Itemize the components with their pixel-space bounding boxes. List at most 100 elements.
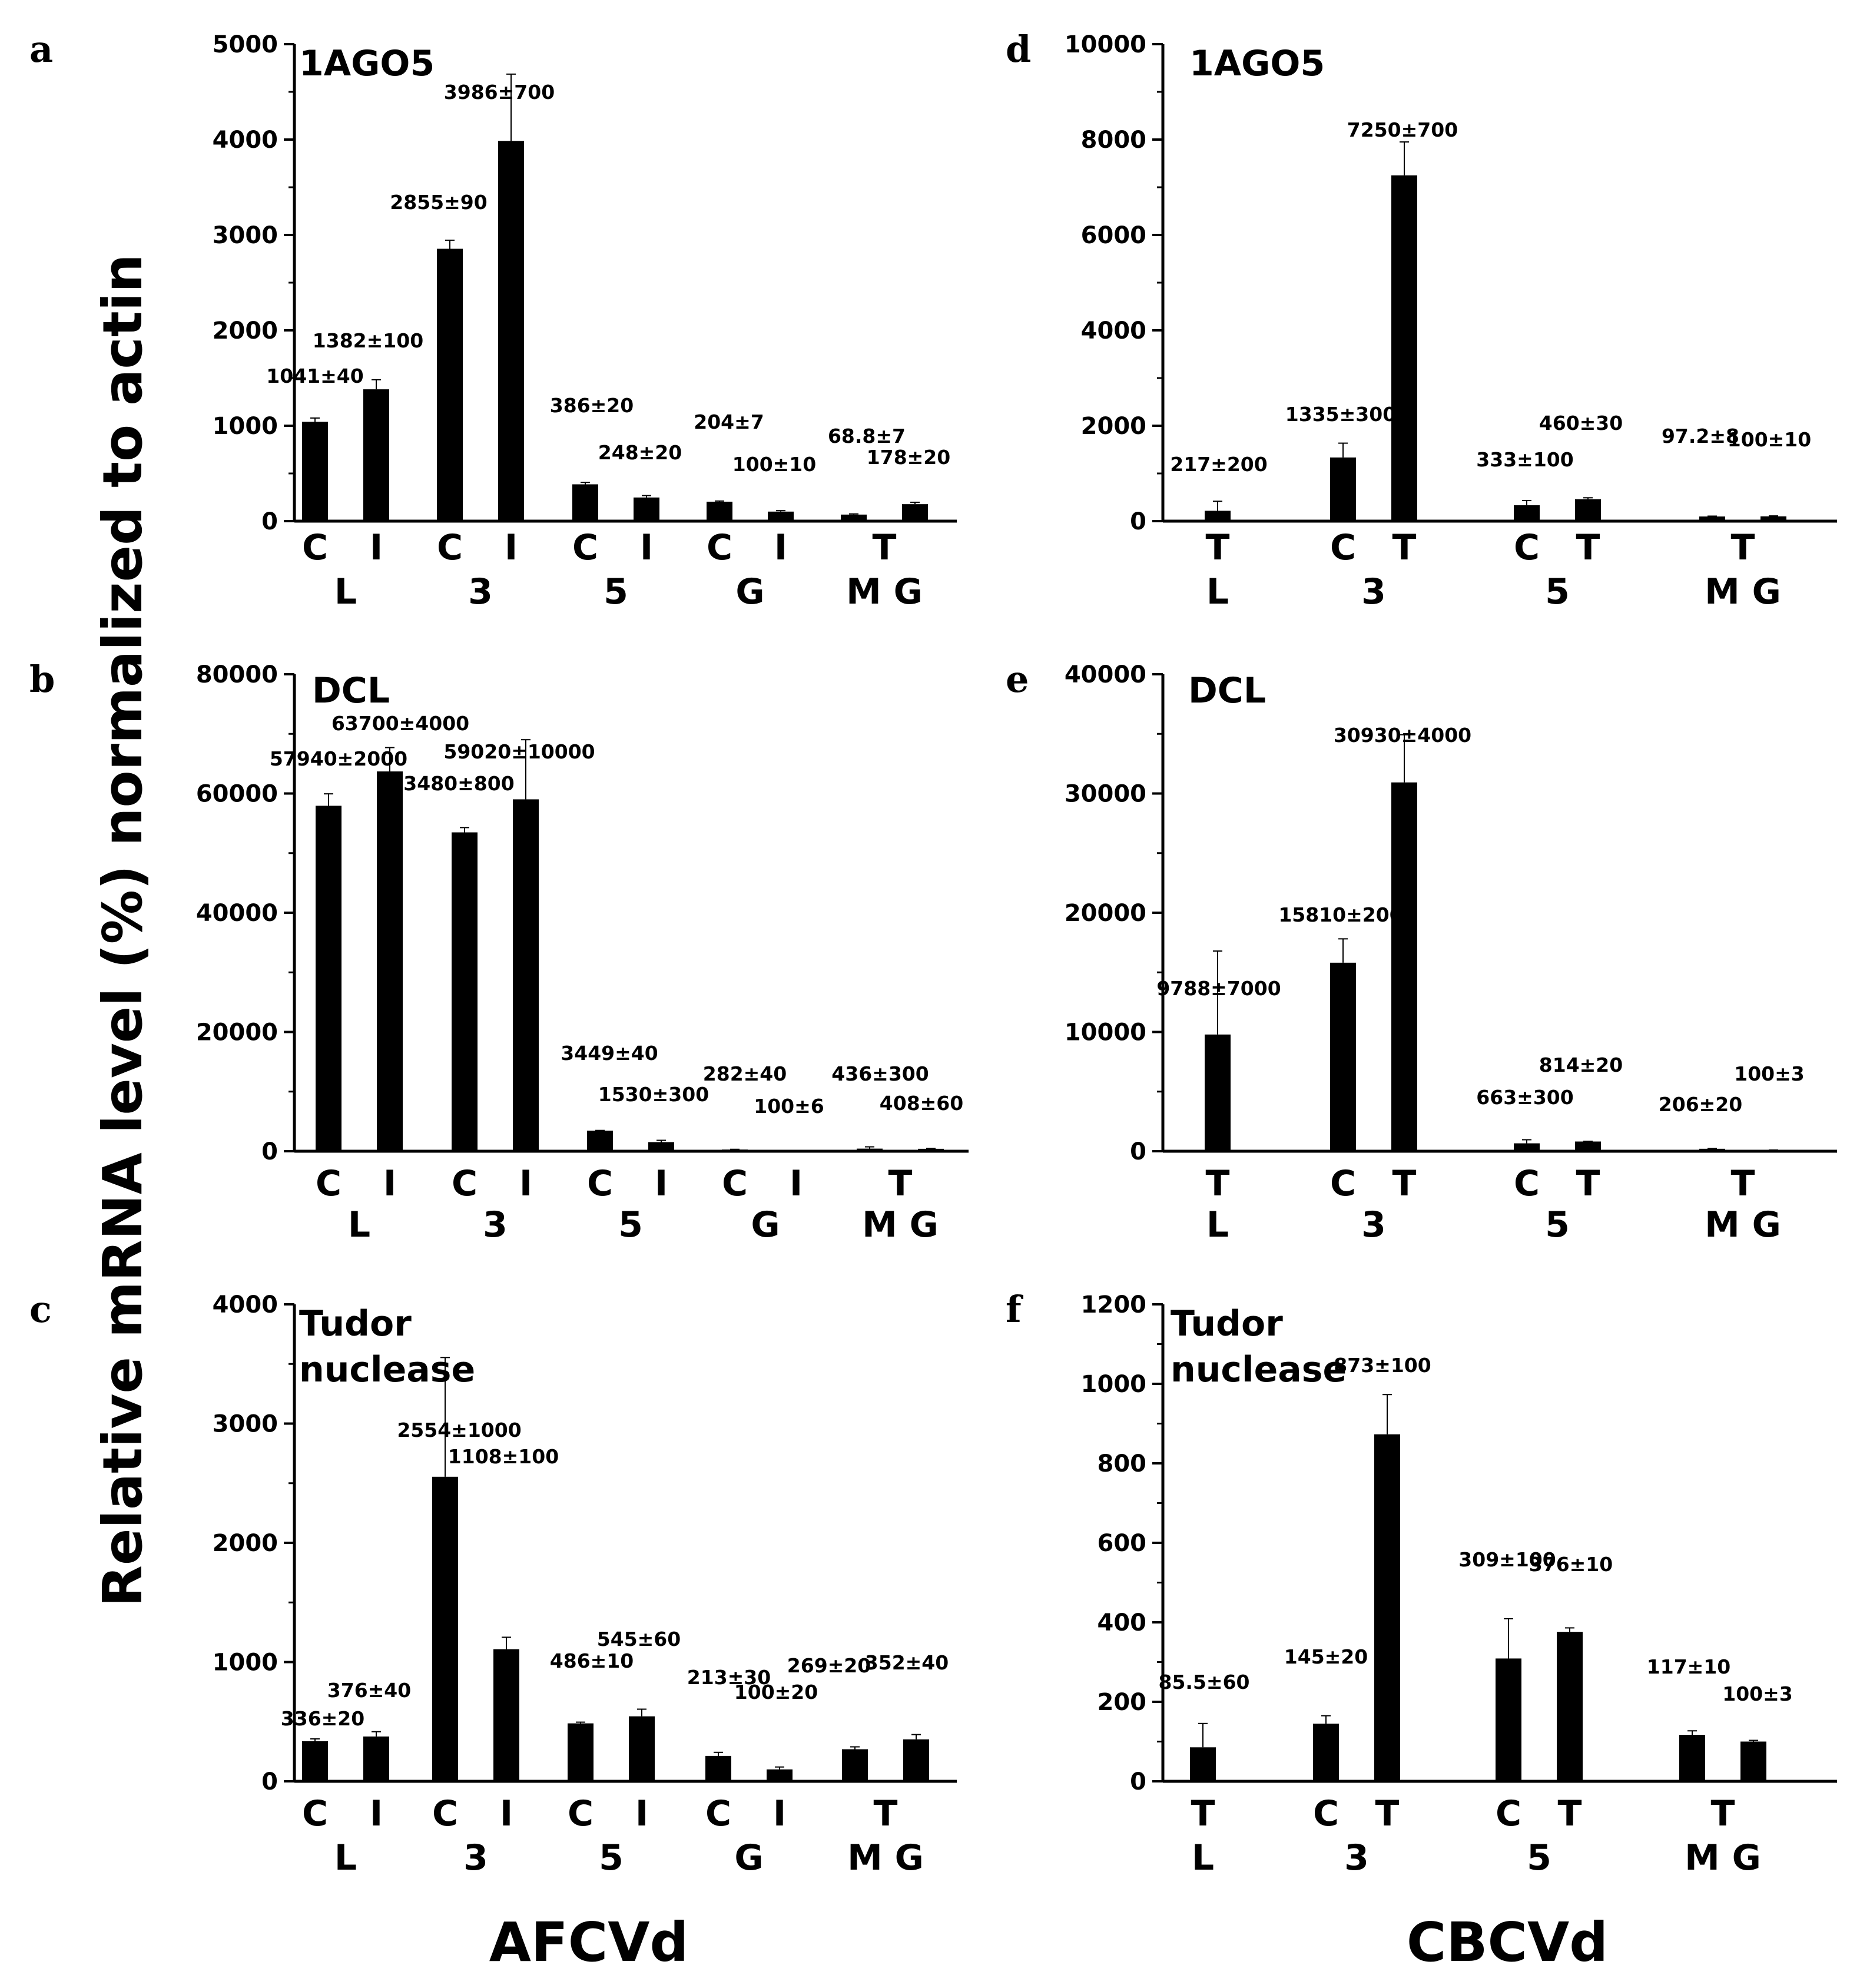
y-tick-label: 2000: [1081, 413, 1146, 440]
category-label: C: [1514, 527, 1540, 568]
data-label: 3449±40: [561, 1042, 658, 1065]
category-label: T: [1576, 1163, 1600, 1204]
category-label: I: [519, 1163, 532, 1204]
y-tick-label: 10000: [1065, 1019, 1146, 1046]
data-label: 282±40: [703, 1062, 787, 1085]
y-tick-label: 60000: [196, 781, 278, 808]
panel-title: 1AGO5: [299, 43, 435, 84]
group-label: 3: [1344, 1837, 1369, 1878]
panel-title-line-1: Tudor: [1171, 1303, 1283, 1344]
y-tick-label: 6000: [1081, 222, 1146, 249]
data-label: 336±20: [281, 1707, 364, 1730]
bar: [1391, 782, 1417, 1151]
data-label: 376±10: [1529, 1553, 1613, 1576]
data-label: 376±40: [327, 1679, 411, 1702]
panel-title-line-2: nuclease: [299, 1349, 475, 1390]
data-label: 333±100: [1476, 448, 1573, 471]
bar: [572, 484, 598, 521]
bar: [1699, 1148, 1725, 1151]
group-label: M G: [846, 571, 923, 612]
category-label: T: [1375, 1793, 1400, 1834]
category-label: I: [505, 527, 518, 568]
data-label: 248±20: [598, 441, 682, 464]
bar: [302, 1741, 328, 1781]
category-label: T: [888, 1163, 913, 1204]
y-tick-label: 3000: [213, 222, 278, 249]
panel-title: DCL: [312, 670, 390, 711]
y-tick-label: 400: [1098, 1609, 1147, 1636]
data-label: 15810±200: [1278, 903, 1403, 926]
data-label: 1108±100: [448, 1445, 559, 1468]
data-label: 100±10: [1728, 428, 1811, 451]
bar: [493, 1649, 519, 1781]
y-tick-label: 30000: [1065, 781, 1146, 808]
group-label: 5: [1527, 1837, 1551, 1878]
y-tick-label: 2000: [213, 1530, 278, 1557]
bar: [1679, 1735, 1705, 1781]
category-label: C: [437, 527, 463, 568]
y-tick-label: 10000: [1065, 31, 1146, 58]
group-label: 5: [1545, 571, 1570, 612]
bar: [634, 497, 659, 521]
panel-letter: c: [29, 1288, 52, 1331]
bar: [705, 1755, 731, 1781]
data-label: 460±30: [1539, 412, 1623, 435]
bar: [1313, 1724, 1339, 1781]
category-label: T: [1558, 1793, 1582, 1834]
data-label: 352±40: [865, 1651, 949, 1674]
bar: [1374, 1434, 1400, 1781]
bar: [1557, 1632, 1583, 1781]
y-tick-label: 0: [261, 508, 278, 535]
panel-c: c 0 1000 2000 3000 4000 Tudor nuclease 336±20 C 37…: [29, 1288, 957, 1878]
bar: [1496, 1658, 1521, 1781]
y-tick-label: 0: [1130, 1138, 1146, 1165]
bar: [707, 501, 732, 521]
category-label: T: [1731, 527, 1755, 568]
bar: [437, 248, 463, 521]
category-label: T: [1731, 1163, 1755, 1204]
y-tick-label: 40000: [196, 900, 278, 927]
data-label: 100±20: [734, 1681, 818, 1704]
bar: [857, 1148, 883, 1151]
group-label: L: [348, 1204, 370, 1245]
group-label: L: [334, 1837, 357, 1878]
bar: [1760, 516, 1786, 521]
bar: [513, 799, 539, 1151]
group-label: 3: [1361, 1204, 1386, 1245]
data-label: 873±100: [1334, 1354, 1431, 1377]
data-label: 408±60: [880, 1092, 963, 1115]
data-label: 7250±700: [1347, 118, 1458, 141]
panel-title-line-2: nuclease: [1171, 1349, 1347, 1390]
group-label: M G: [1705, 571, 1781, 612]
category-label: T: [1191, 1793, 1215, 1834]
data-label: 100±10: [732, 453, 816, 476]
bar: [1391, 175, 1417, 521]
y-tick-label: 1000: [1081, 1371, 1146, 1398]
group-label: L: [1206, 1204, 1229, 1245]
y-tick-label: 1000: [213, 413, 278, 440]
group-label: L: [1192, 1837, 1214, 1878]
panel-f: f 0 200 400 600 800 1000 1200 Tudor nuclease 85.5±…: [1006, 1288, 1837, 1878]
bar: [842, 1749, 868, 1781]
category-label: C: [1496, 1793, 1521, 1834]
data-label: 1335±300: [1285, 403, 1396, 426]
data-label: 9788±7000: [1156, 977, 1281, 1000]
panel-letter: b: [29, 658, 55, 701]
data-label: 97.2±8: [1662, 425, 1739, 448]
panel-title: DCL: [1188, 670, 1266, 711]
bar: [1514, 505, 1540, 521]
category-label: I: [640, 527, 653, 568]
y-tick-label: 5000: [213, 31, 278, 58]
bar: [1575, 1141, 1601, 1151]
category-label: I: [500, 1793, 513, 1834]
bar: [918, 1148, 944, 1151]
data-label: 436±300: [831, 1062, 929, 1085]
data-label: 213±30: [687, 1666, 771, 1689]
y-tick-label: 800: [1098, 1450, 1147, 1477]
data-label: 145±20: [1284, 1645, 1368, 1668]
y-tick-label: 1000: [213, 1649, 278, 1676]
bar: [377, 771, 403, 1151]
panel-a: a 0 1000 2000 3000 4000 5000 1AGO5 1041±40 C 1382±…: [29, 28, 957, 612]
